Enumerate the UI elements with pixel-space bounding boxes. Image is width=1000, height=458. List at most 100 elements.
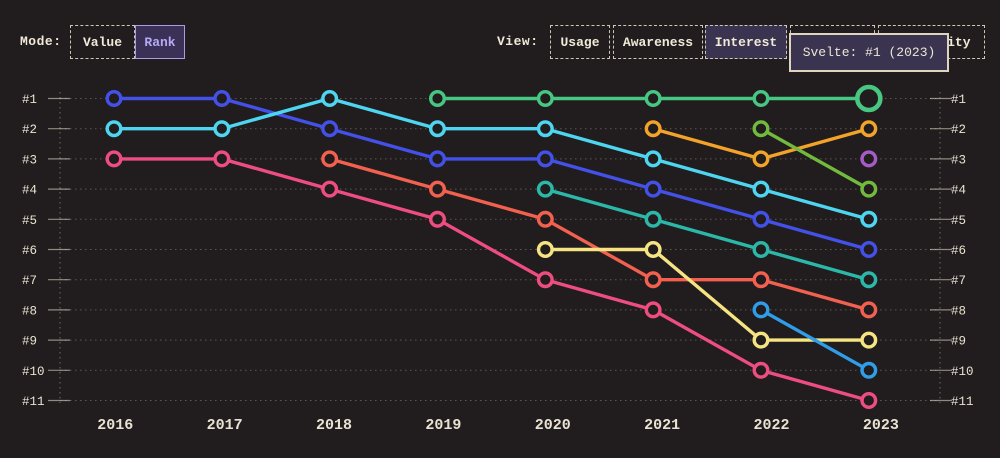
data-point-yellow[interactable] — [752, 331, 770, 349]
data-point-salmon[interactable] — [860, 301, 878, 319]
data-point-light-green[interactable] — [860, 180, 878, 198]
data-point-light-blue[interactable] — [752, 301, 770, 319]
view-option-awareness[interactable]: Awareness — [613, 25, 703, 59]
mode-label: Mode: — [20, 34, 62, 49]
x-axis-label: 2021 — [644, 417, 680, 434]
series-line-blue — [112, 96, 871, 252]
y-axis-label-left: #2 — [22, 123, 37, 137]
y-axis-label-left: #9 — [22, 335, 37, 349]
y-axis-label-left: #3 — [22, 153, 37, 167]
data-point-yellow[interactable] — [860, 331, 878, 349]
data-point-cyan[interactable] — [536, 120, 554, 138]
y-axis-label-right: #9 — [951, 335, 966, 349]
data-point-yellow[interactable] — [536, 240, 554, 258]
data-point-Svelte[interactable] — [536, 89, 554, 107]
data-point-cyan[interactable] — [428, 120, 446, 138]
y-axis-label-left: #10 — [22, 365, 45, 379]
series-points-layer — [105, 84, 883, 410]
data-point-blue[interactable] — [105, 89, 123, 107]
mode-option-rank[interactable]: Rank — [135, 25, 185, 59]
data-point-Svelte[interactable] — [428, 89, 446, 107]
data-point-blue[interactable] — [213, 89, 231, 107]
data-point-blue[interactable] — [860, 240, 878, 258]
data-point-pink[interactable] — [536, 271, 554, 289]
chart-tooltip: Svelte: #1 (2023) — [789, 33, 949, 72]
data-point-pink[interactable] — [860, 392, 878, 410]
x-axis-label: 2018 — [316, 417, 352, 434]
series-line-salmon — [327, 157, 871, 312]
data-point-Svelte[interactable] — [752, 89, 770, 107]
data-point-salmon[interactable] — [321, 150, 339, 168]
series-lines-layer — [112, 96, 871, 403]
data-point-blue[interactable] — [536, 150, 554, 168]
data-point-cyan[interactable] — [752, 180, 770, 198]
view-option-interest[interactable]: Interest — [705, 25, 787, 59]
y-axis-label-right: #6 — [951, 244, 966, 258]
y-axis-label-right: #2 — [951, 123, 966, 137]
data-point-salmon[interactable] — [644, 271, 662, 289]
y-axis-label-left: #8 — [22, 304, 37, 318]
x-axis-label: 2019 — [425, 417, 461, 434]
data-point-cyan[interactable] — [860, 210, 878, 228]
x-axis-label: 2017 — [207, 417, 243, 434]
data-point-orange[interactable] — [644, 120, 662, 138]
data-point-teal[interactable] — [644, 210, 662, 228]
y-axis-label-left: #11 — [22, 395, 45, 409]
series-line-light-blue — [759, 308, 871, 372]
y-axis-label-left: #5 — [22, 214, 37, 228]
data-point-cyan[interactable] — [644, 150, 662, 168]
data-point-light-green[interactable] — [752, 120, 770, 138]
x-axis-label: 2023 — [863, 417, 899, 434]
data-point-purple[interactable] — [860, 150, 878, 168]
data-point-salmon[interactable] — [752, 271, 770, 289]
data-point-orange[interactable] — [860, 120, 878, 138]
mode-option-value[interactable]: Value — [70, 25, 135, 59]
y-axis-label-left: #4 — [22, 184, 37, 198]
y-axis-label-left: #6 — [22, 244, 37, 258]
y-axis-label-right: #5 — [951, 214, 966, 228]
data-point-pink[interactable] — [428, 210, 446, 228]
data-point-teal[interactable] — [752, 240, 770, 258]
data-point-cyan[interactable] — [321, 89, 339, 107]
data-point-salmon[interactable] — [428, 180, 446, 198]
data-point-pink[interactable] — [321, 180, 339, 198]
series-line-teal — [543, 187, 871, 282]
chart-tooltip-text: Svelte: #1 (2023) — [802, 45, 936, 60]
series-line-light-green — [759, 126, 871, 191]
y-axis-label-right: #1 — [951, 93, 966, 107]
highlighted-data-point-Svelte[interactable] — [855, 84, 883, 113]
data-point-pink[interactable] — [213, 150, 231, 168]
x-axis-label: 2022 — [754, 417, 790, 434]
y-axis-label-right: #7 — [951, 274, 966, 288]
data-point-yellow[interactable] — [644, 240, 662, 258]
y-axis-label-right: #8 — [951, 304, 966, 318]
series-line-cyan — [112, 96, 871, 222]
grid-layer: #1 #1 #2 #2 #3 #3 #4 #4 #5 #5 #6 #6 #7 #7 #8 #8 #9 #9 #10 #… — [22, 92, 974, 434]
data-point-light-blue[interactable] — [860, 361, 878, 379]
view-label: View: — [497, 34, 539, 49]
y-axis-label-right: #3 — [951, 153, 966, 167]
data-point-orange[interactable] — [752, 150, 770, 168]
data-point-pink[interactable] — [644, 301, 662, 319]
y-axis-label-right: #11 — [951, 395, 974, 409]
data-point-teal[interactable] — [860, 271, 878, 289]
data-point-salmon[interactable] — [536, 210, 554, 228]
x-axis-label: 2016 — [97, 417, 133, 434]
data-point-pink[interactable] — [105, 150, 123, 168]
data-point-pink[interactable] — [752, 361, 770, 379]
data-point-cyan[interactable] — [105, 120, 123, 138]
y-axis-label-left: #1 — [22, 93, 37, 107]
data-point-blue[interactable] — [752, 210, 770, 228]
y-axis-label-left: #7 — [22, 274, 37, 288]
data-point-Svelte[interactable] — [644, 89, 662, 107]
data-point-blue[interactable] — [321, 120, 339, 138]
data-point-blue[interactable] — [644, 180, 662, 198]
data-point-cyan[interactable] — [213, 120, 231, 138]
data-point-teal[interactable] — [536, 180, 554, 198]
data-point-blue[interactable] — [428, 150, 446, 168]
series-line-pink — [112, 157, 871, 403]
x-axis-label: 2020 — [535, 417, 571, 434]
view-option-usage[interactable]: Usage — [550, 25, 610, 59]
